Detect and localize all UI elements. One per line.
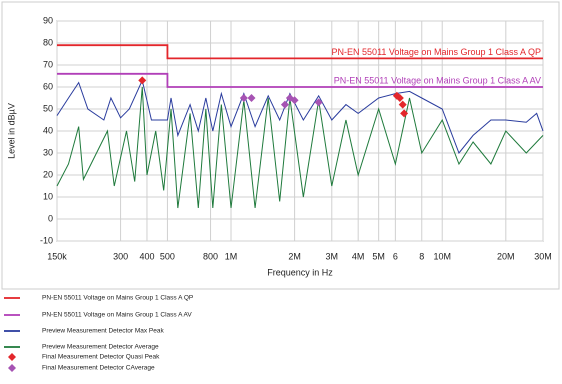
x-tick-label: 6	[393, 251, 398, 261]
y-tick-label: 50	[43, 103, 53, 113]
y-tick-label: 90	[43, 15, 53, 25]
y-tick-label: 20	[43, 169, 53, 179]
x-tick-label: 400	[139, 251, 154, 261]
x-axis-title: Frequency in Hz	[267, 267, 333, 277]
x-tick-label: 150k	[47, 251, 67, 261]
x-tick-label: 4M	[352, 251, 365, 261]
y-tick-label: 10	[43, 191, 53, 201]
series-line	[57, 72, 543, 88]
legend-swatch	[8, 364, 16, 372]
x-tick-label: 30M	[534, 251, 552, 261]
legend-swatch	[8, 353, 16, 361]
measurement-marker	[395, 94, 404, 102]
x-tick-label: 300	[113, 251, 128, 261]
x-tick-label: 5M	[372, 251, 385, 261]
legend-label: Final Measurement Detector Quasi Peak	[42, 354, 160, 361]
measurement-marker	[239, 94, 248, 102]
x-tick-label: 8	[419, 251, 424, 261]
x-tick-label: 500	[160, 251, 175, 261]
measurement-marker	[398, 100, 407, 109]
measurement-marker	[247, 94, 256, 102]
y-tick-label: 0	[48, 213, 53, 223]
measurement-marker	[280, 100, 289, 109]
x-tick-label: 800	[203, 251, 218, 261]
x-tick-label: 10M	[433, 251, 451, 261]
measurement-marker	[138, 76, 147, 85]
y-tick-label: 80	[43, 37, 53, 47]
annotation: PN-EN 55011 Voltage on Mains Group 1 Cla…	[332, 47, 541, 57]
series-line	[56, 78, 544, 154]
legend-label: Preview Measurement Detector Max Peak	[42, 328, 164, 335]
x-tick-label: 2M	[288, 251, 301, 261]
legend-label: Final Measurement Detector CAverage	[42, 365, 155, 372]
measurement-marker	[400, 109, 409, 118]
x-tick-label: 20M	[497, 251, 515, 261]
x-tick-label: 3M	[326, 251, 339, 261]
measurement-marker	[290, 96, 299, 105]
legend-label: PN-EN 55011 Voltage on Mains Group 1 Cla…	[42, 312, 192, 319]
y-tick-label: -10	[40, 235, 53, 245]
y-tick-label: 60	[43, 81, 53, 91]
measurement-marker	[314, 98, 323, 107]
chart-frame	[1, 1, 560, 290]
legend-label: Preview Measurement Detector Average	[42, 344, 159, 351]
x-tick-label: 1M	[225, 251, 238, 261]
y-tick-label: 40	[43, 125, 53, 135]
y-axis-title: Level in dBµV	[6, 103, 16, 159]
series-line	[57, 44, 543, 60]
y-tick-label: 70	[43, 59, 53, 69]
legend-label: PN-EN 55011 Voltage on Mains Group 1 Cla…	[42, 295, 193, 302]
annotation: PN-EN 55011 Voltage on Mains Group 1 Cla…	[334, 75, 541, 85]
y-tick-label: 30	[43, 147, 53, 157]
